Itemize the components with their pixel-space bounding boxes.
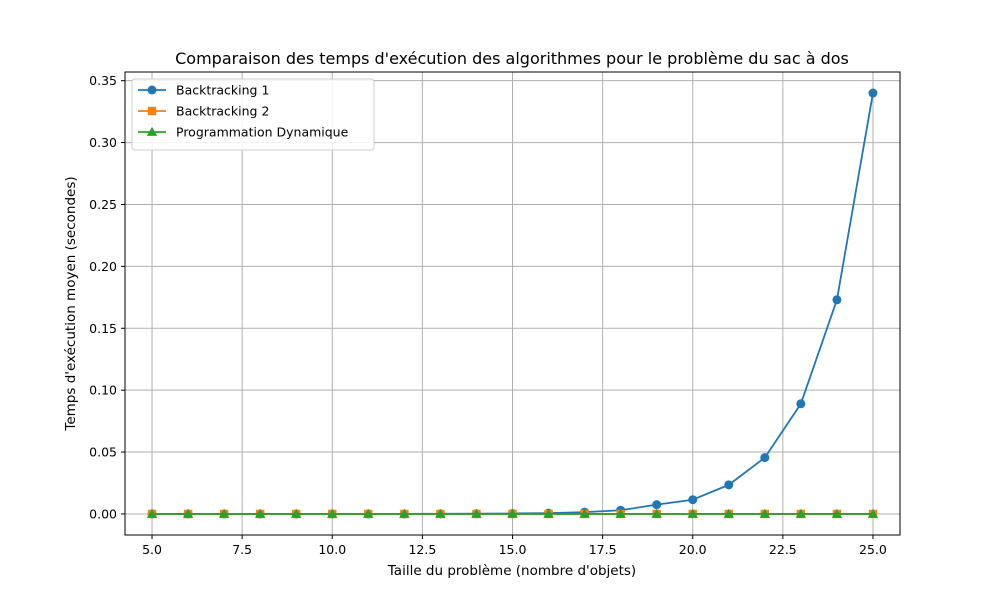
y-tick-label: 0.05: [89, 445, 117, 460]
legend-marker: [147, 106, 157, 116]
y-tick-label: 0.20: [89, 259, 117, 274]
data-point: [759, 508, 771, 518]
data-point: [291, 508, 302, 518]
x-tick-label: 15.0: [499, 542, 527, 557]
y-axis-label: Temps d'exécution moyen (secondes): [63, 176, 79, 431]
data-point: [652, 500, 662, 510]
x-axis: 5.0 7.5 10.0 12.5 15.0 17.5 20.0 22.5 25.0: [142, 535, 887, 557]
legend-marker: [147, 85, 157, 95]
x-tick-label: 20.0: [679, 542, 707, 557]
legend-label: Backtracking 2: [176, 104, 269, 119]
data-point: [146, 508, 158, 518]
data-point: [724, 480, 734, 490]
legend-item: Backtracking 2: [138, 104, 269, 119]
legend: Backtracking 1 Backtracking 2 Programmatio…: [131, 78, 375, 151]
x-tick-label: 22.5: [769, 542, 797, 557]
y-axis: 0.00 0.05 0.10 0.15 0.20 0.25 0.30 0.35: [89, 73, 125, 521]
chart-title: Comparaison des temps d'exécution des al…: [175, 49, 849, 68]
y-tick-label: 0.25: [89, 197, 117, 212]
x-axis-label: Taille du problème (nombre d'objets): [387, 563, 636, 579]
data-point: [507, 508, 518, 518]
data-point: [868, 88, 878, 98]
x-tick-label: 25.0: [859, 542, 887, 557]
y-tick-label: 0.00: [89, 506, 117, 521]
data-point: [688, 495, 698, 505]
data-point: [579, 508, 590, 518]
data-point: [218, 508, 230, 518]
data-point: [399, 508, 410, 518]
data-point: [796, 399, 806, 409]
data-point: [543, 508, 554, 518]
y-tick-label: 0.30: [89, 135, 117, 150]
data-point: [723, 508, 734, 518]
legend-label: Backtracking 1: [176, 83, 269, 98]
x-tick-label: 7.5: [232, 542, 252, 557]
data-point: [471, 508, 482, 518]
y-tick-label: 0.15: [89, 321, 117, 336]
x-tick-label: 12.5: [408, 542, 436, 557]
legend-box: [131, 78, 375, 151]
data-point: [615, 508, 626, 518]
data-point: [867, 508, 879, 518]
data-point: [435, 508, 446, 518]
legend-item: Programmation Dynamique: [138, 125, 349, 140]
series-3: [146, 508, 879, 518]
data-point: [182, 508, 194, 518]
data-point: [760, 453, 770, 463]
legend-item: Backtracking 1: [138, 83, 269, 98]
data-point: [687, 508, 698, 518]
grid: [125, 72, 900, 535]
x-tick-label: 17.5: [589, 542, 617, 557]
data-point: [832, 295, 842, 305]
x-tick-label: 5.0: [142, 542, 162, 557]
legend-label: Programmation Dynamique: [176, 125, 349, 140]
series-layer: [146, 88, 879, 519]
data-point: [651, 508, 662, 518]
data-point: [795, 508, 807, 518]
x-tick-label: 10.0: [318, 542, 346, 557]
data-point: [254, 508, 266, 518]
data-point: [831, 508, 843, 518]
y-tick-label: 0.35: [89, 73, 117, 88]
legend-marker: [146, 126, 158, 136]
data-point: [327, 508, 338, 518]
data-point: [363, 508, 374, 518]
y-tick-label: 0.10: [89, 383, 117, 398]
